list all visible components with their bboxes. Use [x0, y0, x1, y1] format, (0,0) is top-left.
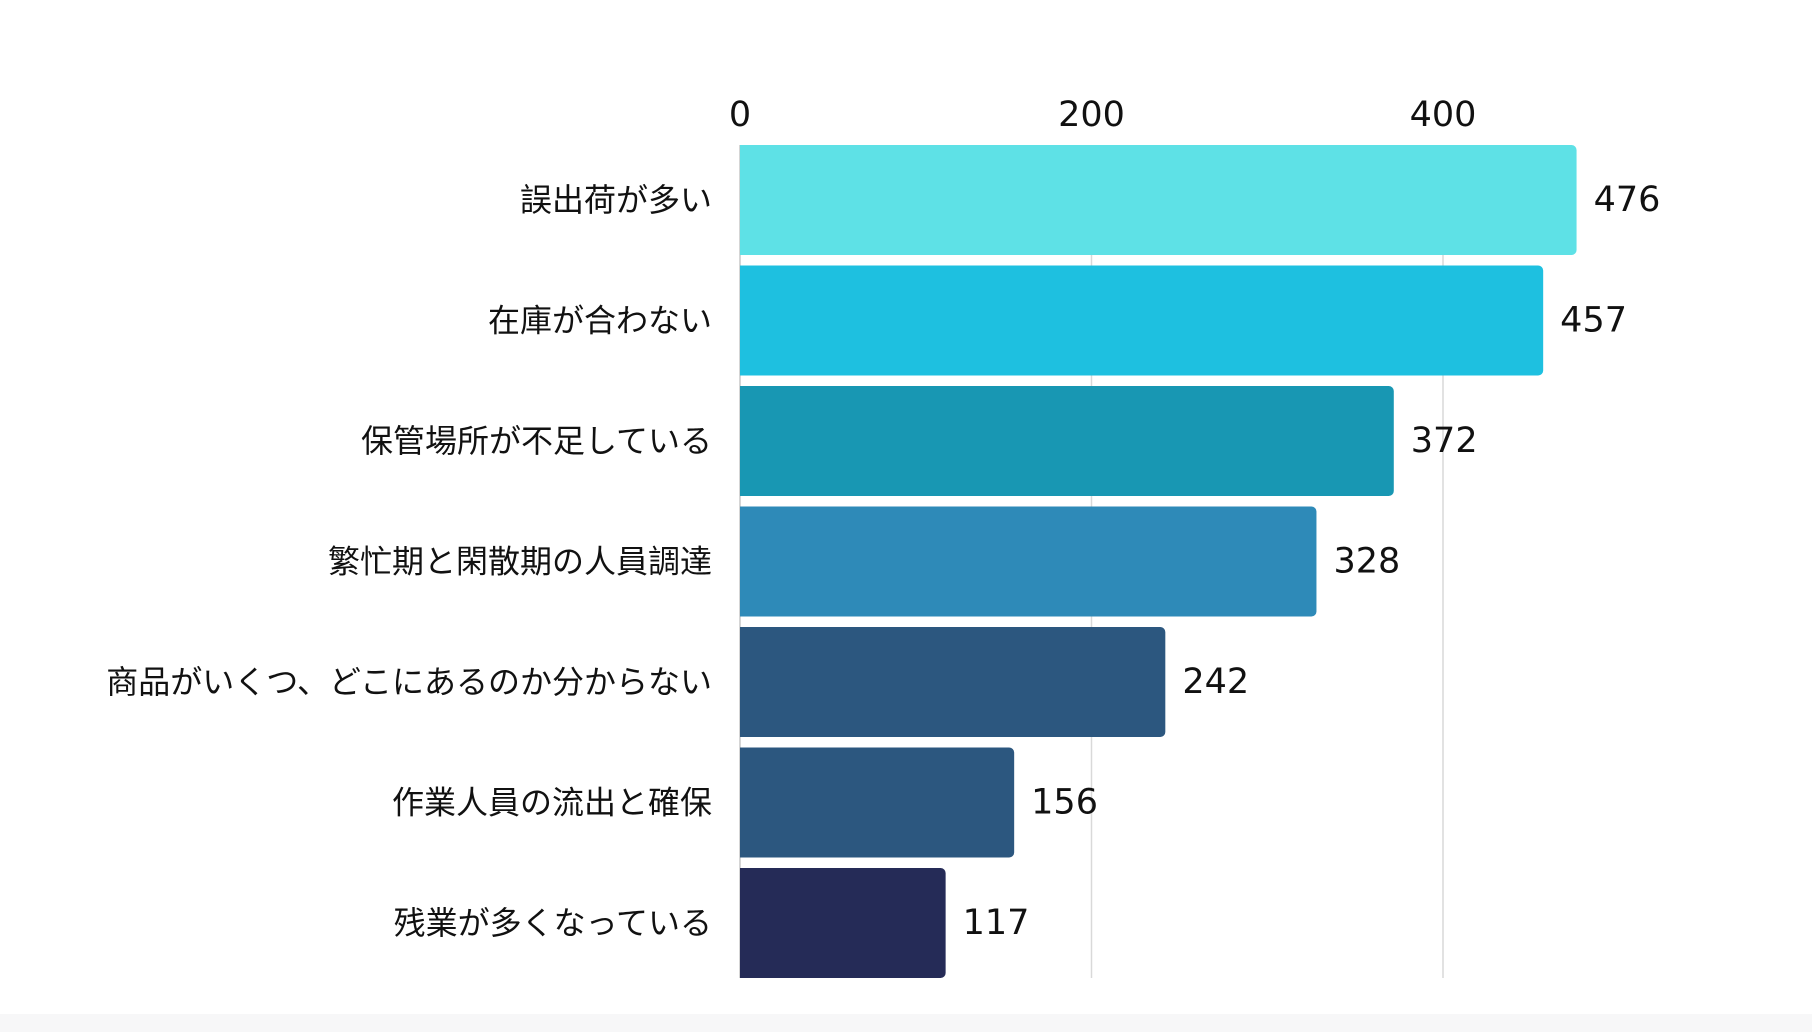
bar-left-edge — [740, 627, 748, 737]
bar-left-edge — [740, 265, 748, 376]
bar — [740, 145, 1577, 255]
bar — [740, 627, 1166, 737]
bar — [740, 506, 1317, 617]
category-label: 商品がいくつ、どこにあるのか分からない — [106, 663, 712, 701]
bar-left-edge — [740, 747, 748, 858]
category-labels: 誤出荷が多い在庫が合わない保管場所が不足している繁忙期と閑散期の人員調達商品がい… — [106, 181, 712, 942]
value-label: 328 — [1333, 542, 1400, 582]
category-label: 保管場所が不足している — [361, 422, 712, 460]
value-label: 242 — [1182, 662, 1249, 702]
bar — [740, 747, 1015, 858]
bar-left-edge — [740, 145, 748, 255]
bottom-strip — [0, 1014, 1812, 1032]
value-label: 372 — [1411, 421, 1478, 461]
bar — [740, 386, 1394, 496]
value-labels: 476 457 372 328 242 156 117 — [963, 180, 1661, 943]
bar-left-edge — [740, 868, 748, 978]
x-tick-label: 200 — [1058, 95, 1125, 135]
bar — [740, 868, 946, 978]
category-label: 作業人員の流出と確保 — [392, 784, 712, 822]
x-tick-label: 0 — [729, 95, 751, 135]
category-label: 誤出荷が多い — [520, 181, 712, 219]
category-label: 在庫が合わない — [488, 302, 712, 340]
value-label: 457 — [1560, 301, 1627, 341]
x-axis-ticks: 0 200 400 — [729, 95, 1477, 135]
bar-left-edge — [740, 506, 748, 617]
category-label: 繁忙期と閑散期の人員調達 — [328, 543, 712, 581]
value-label: 117 — [963, 903, 1030, 943]
value-label: 156 — [1031, 783, 1098, 823]
bar — [740, 265, 1544, 376]
category-label: 残業が多くなっている — [394, 904, 712, 942]
value-label: 476 — [1594, 180, 1661, 220]
bar-left-edge — [740, 386, 748, 496]
bars — [740, 145, 1577, 978]
x-tick-label: 400 — [1410, 95, 1477, 135]
